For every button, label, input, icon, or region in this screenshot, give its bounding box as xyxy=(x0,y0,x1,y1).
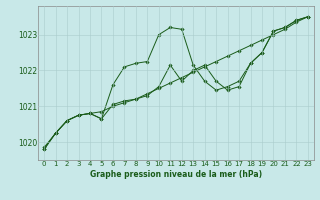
X-axis label: Graphe pression niveau de la mer (hPa): Graphe pression niveau de la mer (hPa) xyxy=(90,170,262,179)
